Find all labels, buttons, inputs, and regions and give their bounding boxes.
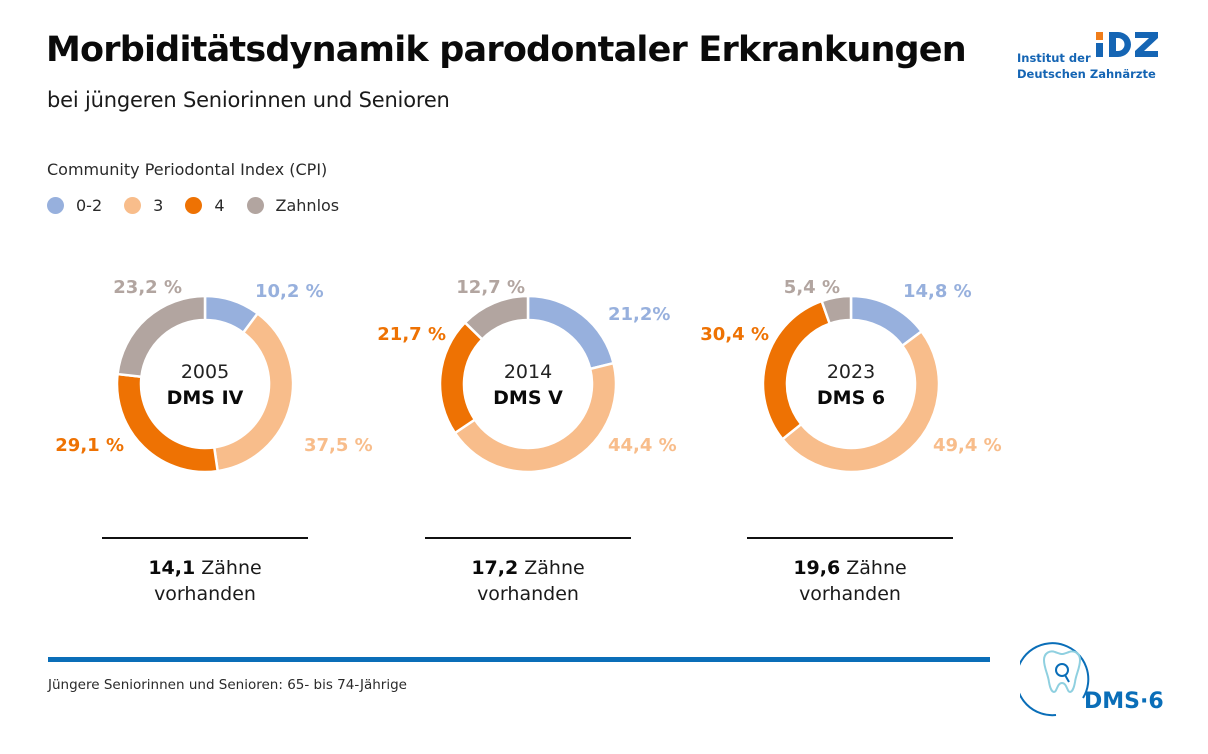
teeth-count: 14,1 <box>148 557 196 579</box>
teeth-label-2: vorhanden <box>154 583 256 605</box>
idz-logo-line2: Deutschen Zahnärzte <box>1017 67 1156 81</box>
teeth-summary-2023: 19,6 Zähne vorhanden <box>747 537 953 607</box>
teeth-count: 17,2 <box>471 557 519 579</box>
donut-year: 2023 <box>827 361 875 383</box>
idz-logo-i-top <box>1096 32 1103 40</box>
legend-label: 0-2 <box>76 196 103 215</box>
legend-dot-icon <box>246 197 264 214</box>
divider <box>102 537 308 539</box>
dms6-logo-text: DMS·6 <box>1084 689 1164 714</box>
footer-note: Jüngere Seniorinnen und Senioren: 65- bi… <box>48 677 407 693</box>
legend-item-zahnlos: Zahnlos <box>246 196 340 215</box>
data-label-zahnlos: 5,4 % <box>784 277 840 298</box>
idz-logo-text: Institut der Deutschen Zahnärzte <box>1017 50 1156 82</box>
teeth-label-2: vorhanden <box>799 583 901 605</box>
divider <box>747 537 953 539</box>
donut-segment-4 <box>761 299 832 441</box>
magnifier-icon <box>1055 663 1069 677</box>
idz-logo-line1: Institut der <box>1017 51 1091 65</box>
legend-item-4: 4 <box>185 196 225 215</box>
donut-study-name: DMS 6 <box>817 387 885 409</box>
footer-rule <box>48 657 990 662</box>
legend-dot-icon <box>124 197 142 214</box>
data-label-4: 29,1 % <box>55 435 124 456</box>
legend-item-3: 3 <box>124 196 163 215</box>
teeth-summary-2005: 14,1 Zähne vorhanden <box>102 537 308 607</box>
legend-dot-icon <box>47 197 64 214</box>
teeth-label: Zähne <box>201 557 262 579</box>
donut-study-name: DMS IV <box>167 387 244 409</box>
donut-2014: 21,2% 44,4 % 21,7 % 12,7 % 2014 DMS V <box>377 277 677 474</box>
legend-dot-icon <box>185 197 203 214</box>
data-label-zahnlos: 23,2 % <box>113 277 182 298</box>
donut-year: 2014 <box>504 361 552 383</box>
data-label-zahnlos: 12,7 % <box>456 277 525 298</box>
legend-title: Community Periodontal Index (CPI) <box>47 160 328 179</box>
teeth-text: 17,2 Zähne vorhanden <box>425 555 631 607</box>
teeth-label: Zähne <box>846 557 907 579</box>
idz-logo-d <box>1109 32 1131 57</box>
teeth-text: 19,6 Zähne vorhanden <box>747 555 953 607</box>
data-label-4: 30,4 % <box>700 324 769 345</box>
data-label-0-2: 10,2 % <box>255 281 324 302</box>
legend-label: 3 <box>153 196 164 215</box>
data-label-4: 21,7 % <box>377 324 446 345</box>
donut-segment-zahnlos <box>116 294 207 379</box>
donut-segment-3 <box>453 361 618 474</box>
donut-study-name: DMS V <box>493 387 563 409</box>
donut-2023: 14,8 % 49,4 % 30,4 % 5,4 % 2023 DMS 6 <box>700 277 1002 474</box>
legend: 0-2 3 4 Zahnlos <box>47 196 361 215</box>
page-subtitle: bei jüngeren Seniorinnen und Senioren <box>47 88 450 112</box>
dms6-logo: DMS·6 <box>1020 642 1164 717</box>
donut-segment-0-2 <box>526 294 616 371</box>
tooth-icon <box>1042 650 1082 694</box>
divider <box>425 537 631 539</box>
donut-segment-3 <box>780 329 941 474</box>
data-label-0-2: 14,8 % <box>903 281 972 302</box>
teeth-label-2: vorhanden <box>477 583 579 605</box>
data-label-3: 44,4 % <box>608 435 677 456</box>
dms6-logo-arc <box>1020 642 1090 717</box>
page-title: Morbiditätsdynamik parodontaler Erkranku… <box>46 30 967 70</box>
data-label-0-2: 21,2% <box>608 304 670 325</box>
idz-logo-mark <box>1096 32 1158 57</box>
legend-label: 4 <box>214 196 225 215</box>
legend-label: Zahnlos <box>275 196 340 215</box>
donut-segment-zahnlos <box>463 294 530 342</box>
idz-logo-i-bottom <box>1096 43 1103 57</box>
data-label-3: 49,4 % <box>933 435 1002 456</box>
donut-year: 2005 <box>181 361 229 383</box>
donut-2005: 10,2 % 37,5 % 29,1 % 23,2 % 2005 DMS IV <box>55 277 373 474</box>
teeth-summary-2014: 17,2 Zähne vorhanden <box>425 537 631 607</box>
teeth-label: Zähne <box>524 557 585 579</box>
teeth-count: 19,6 <box>793 557 841 579</box>
donut-segment-zahnlos <box>820 294 853 326</box>
donut-segment-4 <box>438 320 484 435</box>
legend-item-0-2: 0-2 <box>47 196 102 215</box>
data-label-3: 37,5 % <box>304 435 373 456</box>
teeth-text: 14,1 Zähne vorhanden <box>102 555 308 607</box>
idz-logo-z <box>1135 32 1158 57</box>
magnifier-handle <box>1064 674 1070 683</box>
